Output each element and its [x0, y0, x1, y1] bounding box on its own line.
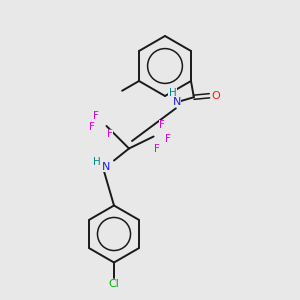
Text: F: F — [165, 134, 171, 144]
Text: N: N — [102, 161, 110, 172]
Text: F: F — [93, 110, 99, 121]
Text: N: N — [172, 97, 181, 107]
Text: H: H — [93, 157, 101, 167]
Text: F: F — [88, 122, 94, 133]
Text: F: F — [154, 143, 160, 154]
Text: H: H — [169, 88, 177, 98]
Text: O: O — [212, 91, 220, 101]
Text: F: F — [106, 129, 112, 140]
Text: Cl: Cl — [109, 279, 119, 289]
Text: F: F — [159, 120, 165, 130]
